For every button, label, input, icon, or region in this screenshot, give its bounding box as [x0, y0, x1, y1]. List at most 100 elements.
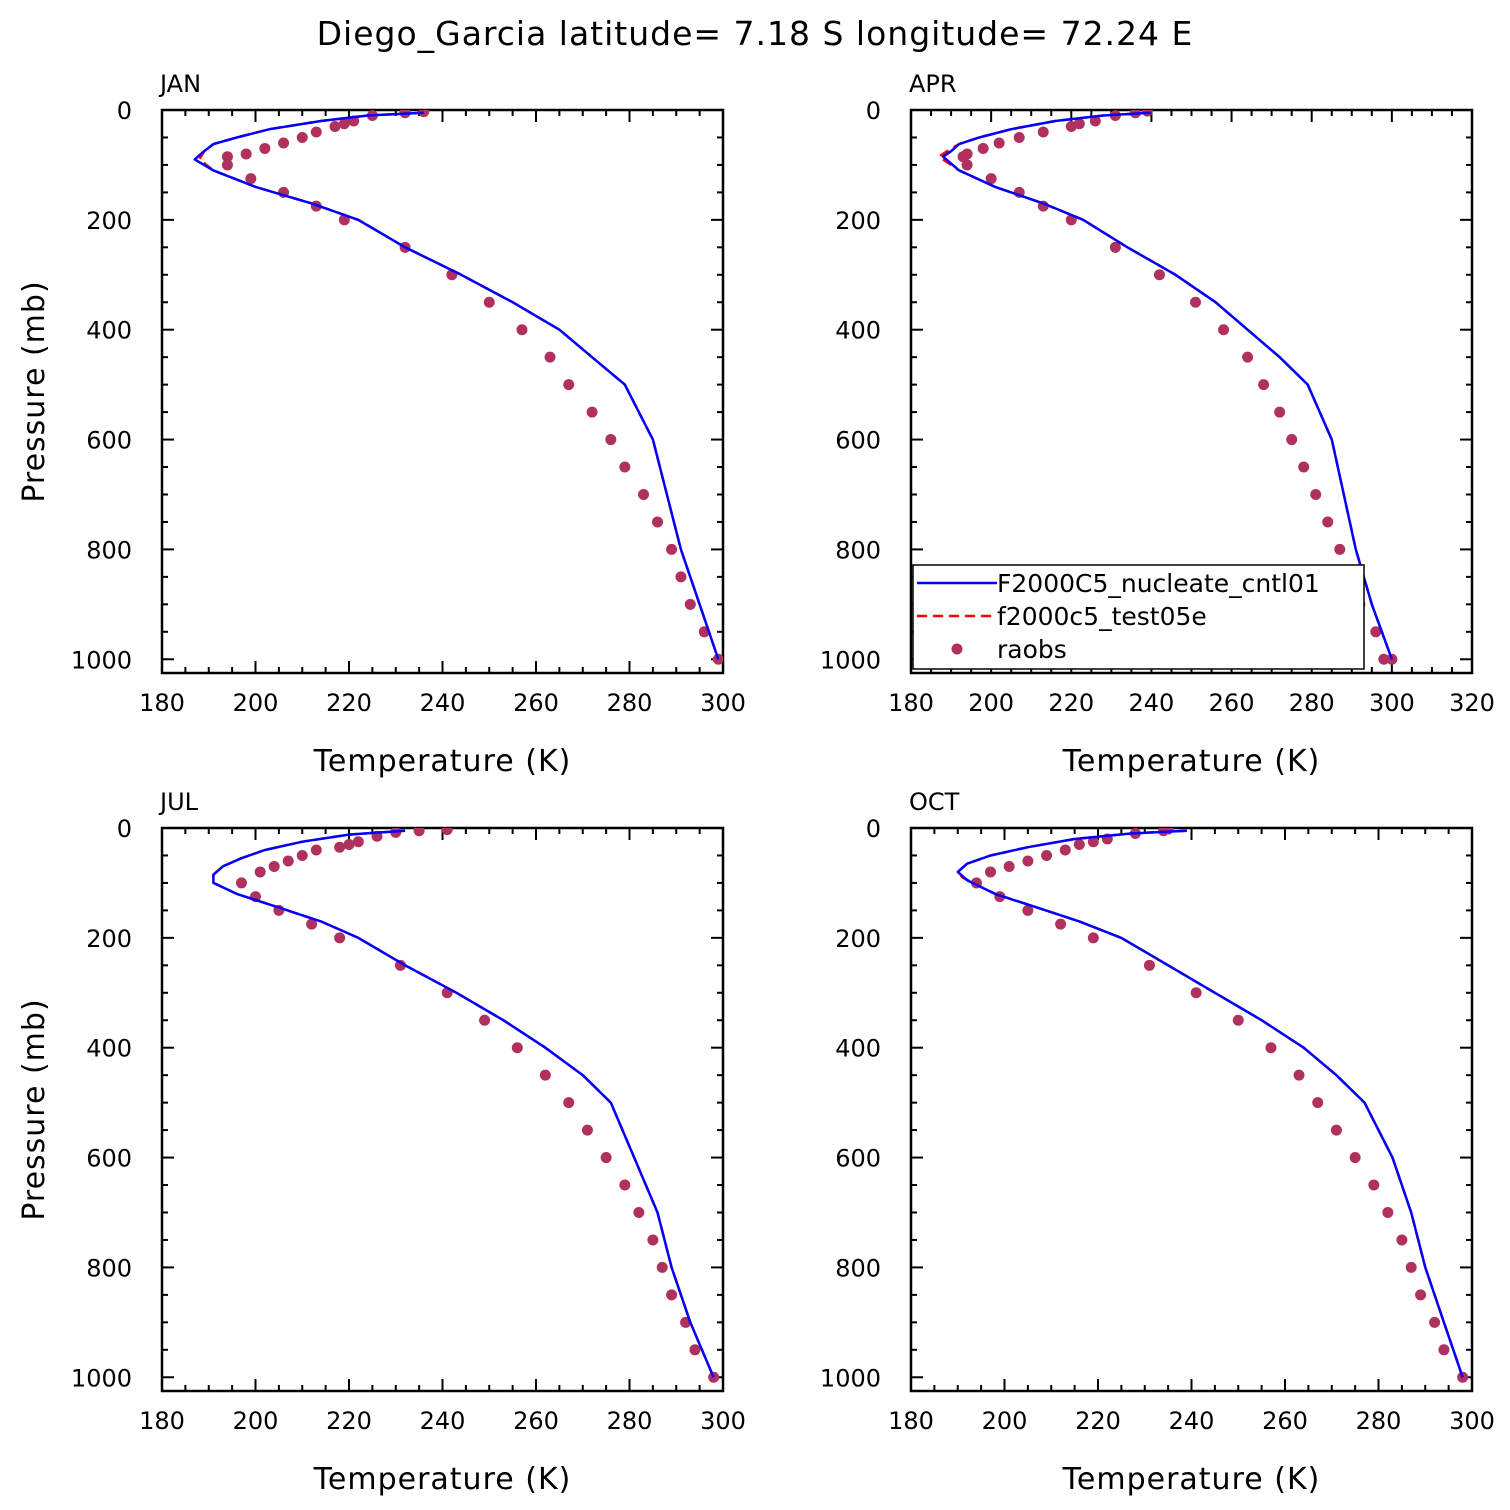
- raobs-point: [1286, 434, 1298, 446]
- raobs-point: [338, 118, 350, 130]
- raobs-point: [1003, 860, 1015, 872]
- y-tick-label: 800: [835, 1254, 881, 1282]
- raobs-point: [563, 1097, 575, 1109]
- y-tick-label: 400: [835, 1035, 881, 1063]
- raobs-point: [1218, 324, 1230, 336]
- y-axis-label-jan: Pressure (mb): [17, 280, 52, 502]
- raobs-point: [1055, 918, 1067, 930]
- raobs-point: [310, 126, 322, 138]
- raobs-point: [329, 120, 341, 132]
- x-axis-label-apr: Temperature (K): [1062, 744, 1321, 779]
- raobs-point: [1059, 844, 1071, 856]
- raobs-point: [296, 849, 308, 861]
- legend-label: F2000C5_nucleate_cntl01: [997, 569, 1320, 598]
- raobs-point: [1330, 1124, 1342, 1136]
- y-tick-label: 0: [117, 97, 132, 125]
- y-axis-label-jul: Pressure (mb): [17, 998, 52, 1220]
- raobs-point: [441, 828, 453, 836]
- data-area-jan: [193, 110, 723, 665]
- raobs-point: [984, 866, 996, 878]
- x-tick-label: 260: [513, 689, 559, 717]
- panel-title-jul: JUL: [158, 788, 199, 816]
- raobs-point: [1368, 1179, 1380, 1191]
- raobs-point: [1109, 241, 1121, 253]
- raobs-point: [638, 488, 650, 500]
- raobs-point: [483, 296, 495, 308]
- x-tick-label: 260: [513, 1407, 559, 1435]
- raobs-point: [310, 844, 322, 856]
- x-tick-label: 240: [420, 1407, 466, 1435]
- y-tick-label: 400: [835, 317, 881, 345]
- raobs-point: [1258, 379, 1270, 391]
- raobs-point: [1334, 543, 1346, 555]
- panel-title-jan: JAN: [158, 70, 201, 98]
- x-tick-label: 200: [968, 689, 1014, 717]
- raobs-point: [334, 932, 346, 944]
- raobs-point: [675, 571, 687, 583]
- x-tick-label: 220: [326, 689, 372, 717]
- raobs-point: [656, 1261, 668, 1273]
- raobs-point: [961, 159, 973, 171]
- raobs-point: [605, 434, 617, 446]
- raobs-point: [479, 1014, 491, 1026]
- raobs-point: [278, 137, 290, 149]
- raobs-point: [1232, 1014, 1244, 1026]
- y-tick-label: 600: [835, 1145, 881, 1173]
- y-tick-label: 400: [86, 317, 132, 345]
- y-tick-label: 0: [866, 97, 881, 125]
- raobs-point: [1190, 296, 1202, 308]
- raobs-point: [1041, 849, 1053, 861]
- x-tick-label: 300: [700, 689, 746, 717]
- raobs-point: [240, 148, 252, 160]
- raobs-point: [1429, 1316, 1441, 1328]
- series-line-cntl01: [941, 111, 1394, 660]
- raobs-point: [1153, 269, 1165, 281]
- panel-jul: 180 200 220 240 260 280 300 0 200 400 600 800 1000 JU…: [17, 788, 746, 1497]
- figure-title: Diego_Garcia latitude= 7.18 S longitude=…: [317, 14, 1194, 53]
- panel-jan: 180 200 220 240 260 280 300 0 200 400 600 800 1000 JA…: [17, 70, 746, 779]
- raobs-point: [511, 1042, 523, 1054]
- raobs-point: [259, 142, 271, 154]
- raobs-point: [1378, 653, 1390, 665]
- series-line-cntl01: [212, 829, 715, 1378]
- y-tick-label: 200: [86, 925, 132, 953]
- x-tick-label: 280: [1289, 689, 1335, 717]
- data-area-oct: [956, 828, 1469, 1383]
- raobs-point: [1396, 1234, 1408, 1246]
- raobs-point: [633, 1206, 645, 1218]
- raobs-point: [1310, 488, 1322, 500]
- data-area-jul: [212, 828, 720, 1383]
- panel-title-oct: OCT: [909, 788, 960, 816]
- raobs-point: [1293, 1069, 1305, 1081]
- panels: 180 200 220 240 260 280 300 0 200 400 600 800 1000 JA…: [17, 70, 1495, 1497]
- x-axis-label-jul: Temperature (K): [313, 1462, 572, 1497]
- raobs-point: [1312, 1097, 1324, 1109]
- raobs-point: [619, 461, 631, 473]
- raobs-point: [1382, 1206, 1394, 1218]
- x-tick-label: 300: [700, 1407, 746, 1435]
- raobs-point: [352, 836, 364, 848]
- legend-label: raobs: [997, 635, 1067, 664]
- x-tick-label: 300: [1449, 1407, 1495, 1435]
- raobs-point: [1087, 932, 1099, 944]
- raobs-point: [1087, 836, 1099, 848]
- raobs-point: [306, 918, 318, 930]
- raobs-point: [1265, 1042, 1277, 1054]
- legend-swatch-dot: [951, 643, 963, 655]
- raobs-point: [1274, 406, 1286, 418]
- raobs-point: [254, 866, 266, 878]
- x-tick-label: 220: [326, 1407, 372, 1435]
- x-tick-label: 280: [607, 689, 653, 717]
- raobs-point: [1022, 855, 1034, 867]
- raobs-point: [1242, 351, 1254, 363]
- raobs-point: [343, 838, 355, 850]
- raobs-point: [1349, 1152, 1361, 1164]
- raobs-point: [235, 877, 247, 889]
- y-tick-label: 800: [835, 536, 881, 564]
- x-tick-label: 180: [139, 1407, 185, 1435]
- legend: F2000C5_nucleate_cntl01 f2000c5_test05era…: [912, 564, 1365, 670]
- y-tick-label: 200: [835, 207, 881, 235]
- y-tick-label: 400: [86, 1035, 132, 1063]
- y-tick-label: 1000: [820, 1364, 881, 1392]
- series-line-cntl01: [956, 829, 1464, 1378]
